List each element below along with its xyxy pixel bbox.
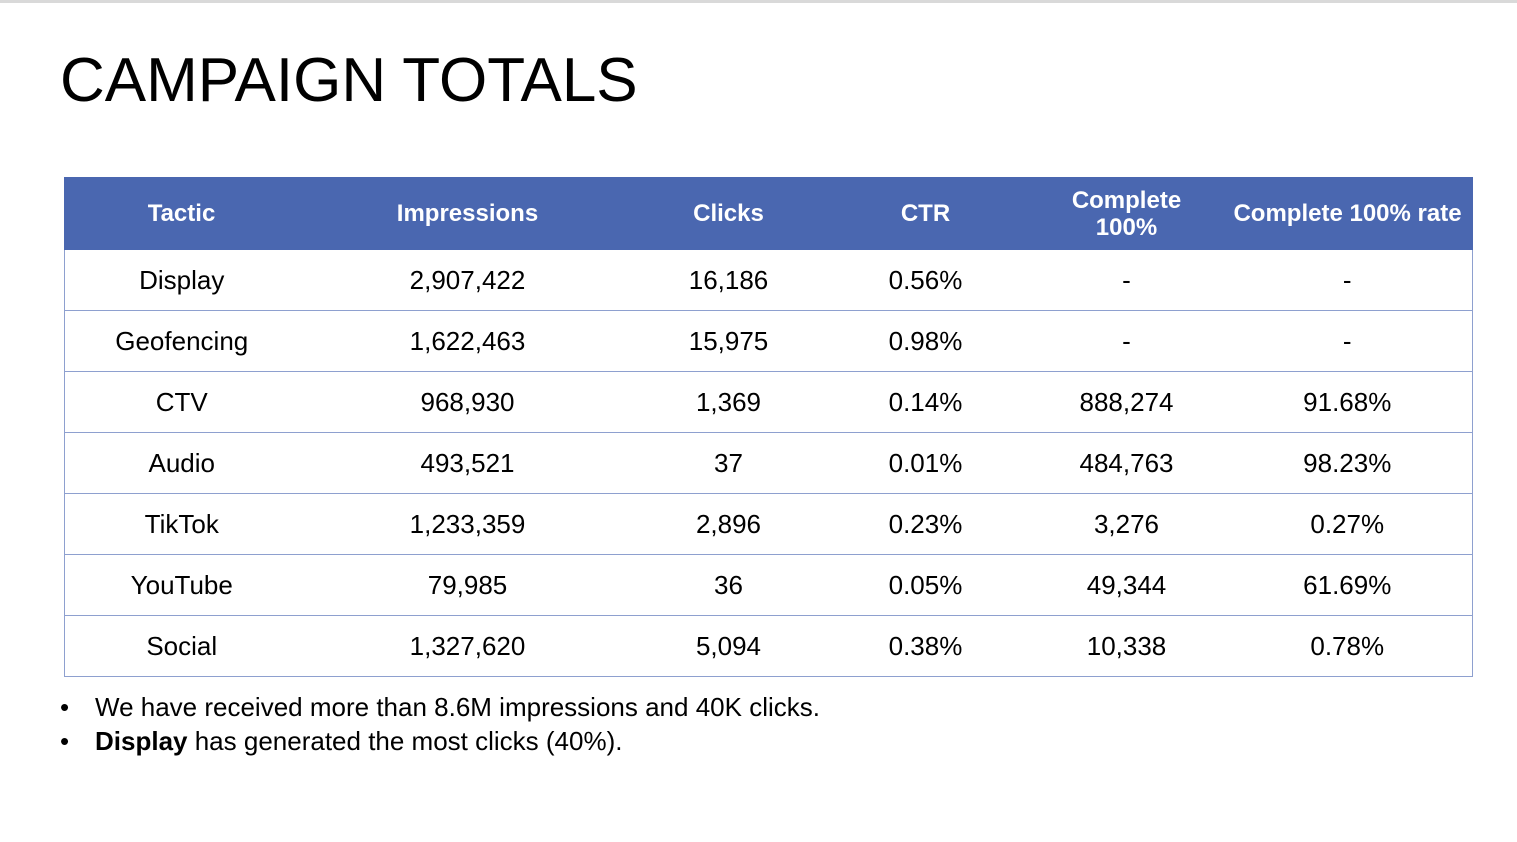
table-row: CTV 968,930 1,369 0.14% 888,274 91.68% bbox=[64, 371, 1473, 433]
cell-impressions: 1,233,359 bbox=[298, 493, 637, 555]
cell-impressions: 1,622,463 bbox=[298, 310, 637, 372]
bullet-dot-icon: • bbox=[60, 692, 70, 722]
cell-clicks: 2,896 bbox=[636, 493, 821, 555]
page-title: CAMPAIGN TOTALS bbox=[60, 46, 638, 115]
cell-impressions: 1,327,620 bbox=[298, 615, 637, 677]
table-row: Social 1,327,620 5,094 0.38% 10,338 0.78… bbox=[64, 615, 1473, 677]
bullet-item-impressions-clicks: • We have received more than 8.6M impres… bbox=[60, 690, 820, 724]
cell-complete-100: 888,274 bbox=[1030, 371, 1223, 433]
header-ctr: CTR bbox=[820, 177, 1031, 250]
bullet-bold-text: Display bbox=[95, 726, 188, 756]
cell-tactic: Geofencing bbox=[64, 310, 299, 372]
header-complete-100-rate: Complete 100% rate bbox=[1222, 177, 1473, 250]
cell-complete-100-rate: 0.78% bbox=[1222, 615, 1473, 677]
cell-complete-100: - bbox=[1030, 310, 1223, 372]
cell-ctr: 0.05% bbox=[820, 554, 1031, 616]
bullet-text: has generated the most clicks (40%). bbox=[187, 726, 623, 756]
table-row: Audio 493,521 37 0.01% 484,763 98.23% bbox=[64, 432, 1473, 494]
cell-complete-100: 10,338 bbox=[1030, 615, 1223, 677]
cell-impressions: 968,930 bbox=[298, 371, 637, 433]
cell-ctr: 0.56% bbox=[820, 249, 1031, 311]
cell-complete-100-rate: - bbox=[1222, 310, 1473, 372]
cell-clicks: 36 bbox=[636, 554, 821, 616]
cell-clicks: 1,369 bbox=[636, 371, 821, 433]
cell-tactic: Display bbox=[64, 249, 299, 311]
cell-tactic: TikTok bbox=[64, 493, 299, 555]
table-row: Display 2,907,422 16,186 0.56% - - bbox=[64, 249, 1473, 311]
cell-impressions: 493,521 bbox=[298, 432, 637, 494]
cell-ctr: 0.01% bbox=[820, 432, 1031, 494]
cell-complete-100-rate: 0.27% bbox=[1222, 493, 1473, 555]
cell-complete-100-rate: 98.23% bbox=[1222, 432, 1473, 494]
top-divider bbox=[0, 0, 1517, 3]
bullet-item-display-clicks: • Display has generated the most clicks … bbox=[60, 724, 820, 758]
cell-clicks: 15,975 bbox=[636, 310, 821, 372]
cell-clicks: 16,186 bbox=[636, 249, 821, 311]
header-complete-100: Complete 100% bbox=[1030, 177, 1223, 250]
cell-ctr: 0.14% bbox=[820, 371, 1031, 433]
cell-impressions: 2,907,422 bbox=[298, 249, 637, 311]
table-row: Geofencing 1,622,463 15,975 0.98% - - bbox=[64, 310, 1473, 372]
campaign-totals-table-container: Tactic Impressions Clicks CTR Complete 1… bbox=[64, 177, 1473, 677]
cell-clicks: 5,094 bbox=[636, 615, 821, 677]
cell-tactic: CTV bbox=[64, 371, 299, 433]
cell-clicks: 37 bbox=[636, 432, 821, 494]
header-clicks: Clicks bbox=[636, 177, 821, 250]
cell-tactic: YouTube bbox=[64, 554, 299, 616]
summary-bullets: • We have received more than 8.6M impres… bbox=[60, 690, 820, 758]
header-tactic: Tactic bbox=[64, 177, 299, 250]
cell-tactic: Social bbox=[64, 615, 299, 677]
cell-complete-100: - bbox=[1030, 249, 1223, 311]
table-header-row: Tactic Impressions Clicks CTR Complete 1… bbox=[64, 177, 1473, 250]
bullet-dot-icon: • bbox=[60, 726, 70, 756]
cell-complete-100-rate: - bbox=[1222, 249, 1473, 311]
cell-impressions: 79,985 bbox=[298, 554, 637, 616]
table-row: TikTok 1,233,359 2,896 0.23% 3,276 0.27% bbox=[64, 493, 1473, 555]
cell-ctr: 0.38% bbox=[820, 615, 1031, 677]
cell-tactic: Audio bbox=[64, 432, 299, 494]
cell-ctr: 0.98% bbox=[820, 310, 1031, 372]
cell-complete-100-rate: 91.68% bbox=[1222, 371, 1473, 433]
cell-complete-100: 3,276 bbox=[1030, 493, 1223, 555]
cell-complete-100: 484,763 bbox=[1030, 432, 1223, 494]
header-complete-100-label: Complete 100% bbox=[1071, 186, 1182, 241]
cell-ctr: 0.23% bbox=[820, 493, 1031, 555]
table-row: YouTube 79,985 36 0.05% 49,344 61.69% bbox=[64, 554, 1473, 616]
cell-complete-100: 49,344 bbox=[1030, 554, 1223, 616]
campaign-totals-table: Tactic Impressions Clicks CTR Complete 1… bbox=[64, 177, 1473, 677]
cell-complete-100-rate: 61.69% bbox=[1222, 554, 1473, 616]
bullet-text: We have received more than 8.6M impressi… bbox=[95, 692, 820, 722]
header-impressions: Impressions bbox=[298, 177, 637, 250]
